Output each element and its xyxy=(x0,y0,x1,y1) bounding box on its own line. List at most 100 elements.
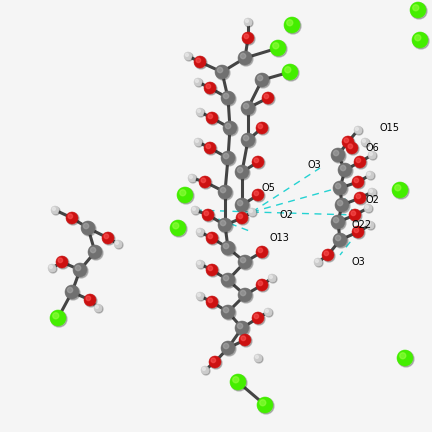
Circle shape xyxy=(180,190,186,196)
Circle shape xyxy=(239,256,253,270)
Circle shape xyxy=(219,186,233,200)
Circle shape xyxy=(331,215,345,229)
Circle shape xyxy=(366,171,374,179)
Circle shape xyxy=(249,209,257,217)
Circle shape xyxy=(349,209,361,221)
Circle shape xyxy=(236,199,250,213)
Text: O5: O5 xyxy=(262,183,276,193)
Circle shape xyxy=(89,246,103,260)
Circle shape xyxy=(115,241,123,249)
Circle shape xyxy=(224,122,238,136)
Circle shape xyxy=(197,261,205,269)
Circle shape xyxy=(265,309,268,312)
Circle shape xyxy=(196,228,204,236)
Circle shape xyxy=(189,175,197,183)
Circle shape xyxy=(367,222,370,226)
Circle shape xyxy=(236,166,250,180)
Circle shape xyxy=(237,200,243,206)
Circle shape xyxy=(240,54,246,59)
Circle shape xyxy=(81,221,95,235)
Circle shape xyxy=(104,234,108,238)
Circle shape xyxy=(197,293,205,301)
Circle shape xyxy=(252,312,264,324)
Circle shape xyxy=(348,144,353,149)
Circle shape xyxy=(285,18,301,34)
Circle shape xyxy=(223,121,237,135)
Circle shape xyxy=(354,192,366,204)
Circle shape xyxy=(415,35,421,41)
Circle shape xyxy=(256,122,268,134)
Circle shape xyxy=(219,219,233,233)
Circle shape xyxy=(208,298,213,302)
Circle shape xyxy=(221,341,235,355)
Circle shape xyxy=(49,265,57,273)
Circle shape xyxy=(255,355,263,363)
Circle shape xyxy=(243,103,249,109)
Circle shape xyxy=(203,210,215,222)
Circle shape xyxy=(223,93,229,98)
Circle shape xyxy=(67,213,79,225)
Circle shape xyxy=(197,109,205,117)
Circle shape xyxy=(332,216,346,230)
Circle shape xyxy=(49,265,52,268)
Circle shape xyxy=(252,156,264,168)
Circle shape xyxy=(207,297,219,309)
Circle shape xyxy=(273,43,279,49)
Circle shape xyxy=(237,167,243,173)
Circle shape xyxy=(264,308,272,316)
Circle shape xyxy=(94,304,102,312)
Circle shape xyxy=(222,92,236,106)
Circle shape xyxy=(331,148,345,162)
Circle shape xyxy=(202,367,205,370)
Circle shape xyxy=(88,245,102,259)
Circle shape xyxy=(205,83,217,95)
Circle shape xyxy=(352,176,364,188)
Circle shape xyxy=(75,265,81,271)
Circle shape xyxy=(240,257,246,263)
Circle shape xyxy=(240,335,252,347)
Circle shape xyxy=(115,241,118,245)
Circle shape xyxy=(365,205,368,208)
Circle shape xyxy=(220,220,226,226)
Circle shape xyxy=(356,194,361,199)
Circle shape xyxy=(333,233,347,247)
Circle shape xyxy=(223,343,229,349)
Circle shape xyxy=(244,34,248,38)
Circle shape xyxy=(197,229,205,237)
Circle shape xyxy=(67,287,73,293)
Circle shape xyxy=(351,211,356,216)
Circle shape xyxy=(255,356,258,359)
Circle shape xyxy=(197,229,200,232)
Circle shape xyxy=(355,157,367,169)
Circle shape xyxy=(334,150,339,156)
Circle shape xyxy=(177,187,193,203)
Circle shape xyxy=(258,248,263,253)
Circle shape xyxy=(339,164,353,178)
Circle shape xyxy=(245,19,248,22)
Circle shape xyxy=(368,188,376,196)
Circle shape xyxy=(222,306,236,320)
Circle shape xyxy=(206,112,218,124)
Circle shape xyxy=(239,289,253,303)
Circle shape xyxy=(221,241,235,255)
Circle shape xyxy=(210,357,222,369)
Circle shape xyxy=(244,18,252,26)
Circle shape xyxy=(197,293,200,296)
Circle shape xyxy=(361,138,369,146)
Circle shape xyxy=(207,233,219,245)
Circle shape xyxy=(95,305,98,308)
Circle shape xyxy=(338,163,352,177)
Circle shape xyxy=(411,3,427,19)
Circle shape xyxy=(284,17,300,33)
Circle shape xyxy=(201,178,206,183)
Circle shape xyxy=(65,285,79,299)
Circle shape xyxy=(264,94,269,98)
Circle shape xyxy=(226,124,231,129)
Circle shape xyxy=(238,288,252,302)
Circle shape xyxy=(256,74,270,88)
Circle shape xyxy=(334,217,339,223)
Circle shape xyxy=(205,143,217,155)
Circle shape xyxy=(354,156,366,168)
Circle shape xyxy=(197,109,200,112)
Circle shape xyxy=(257,75,263,81)
